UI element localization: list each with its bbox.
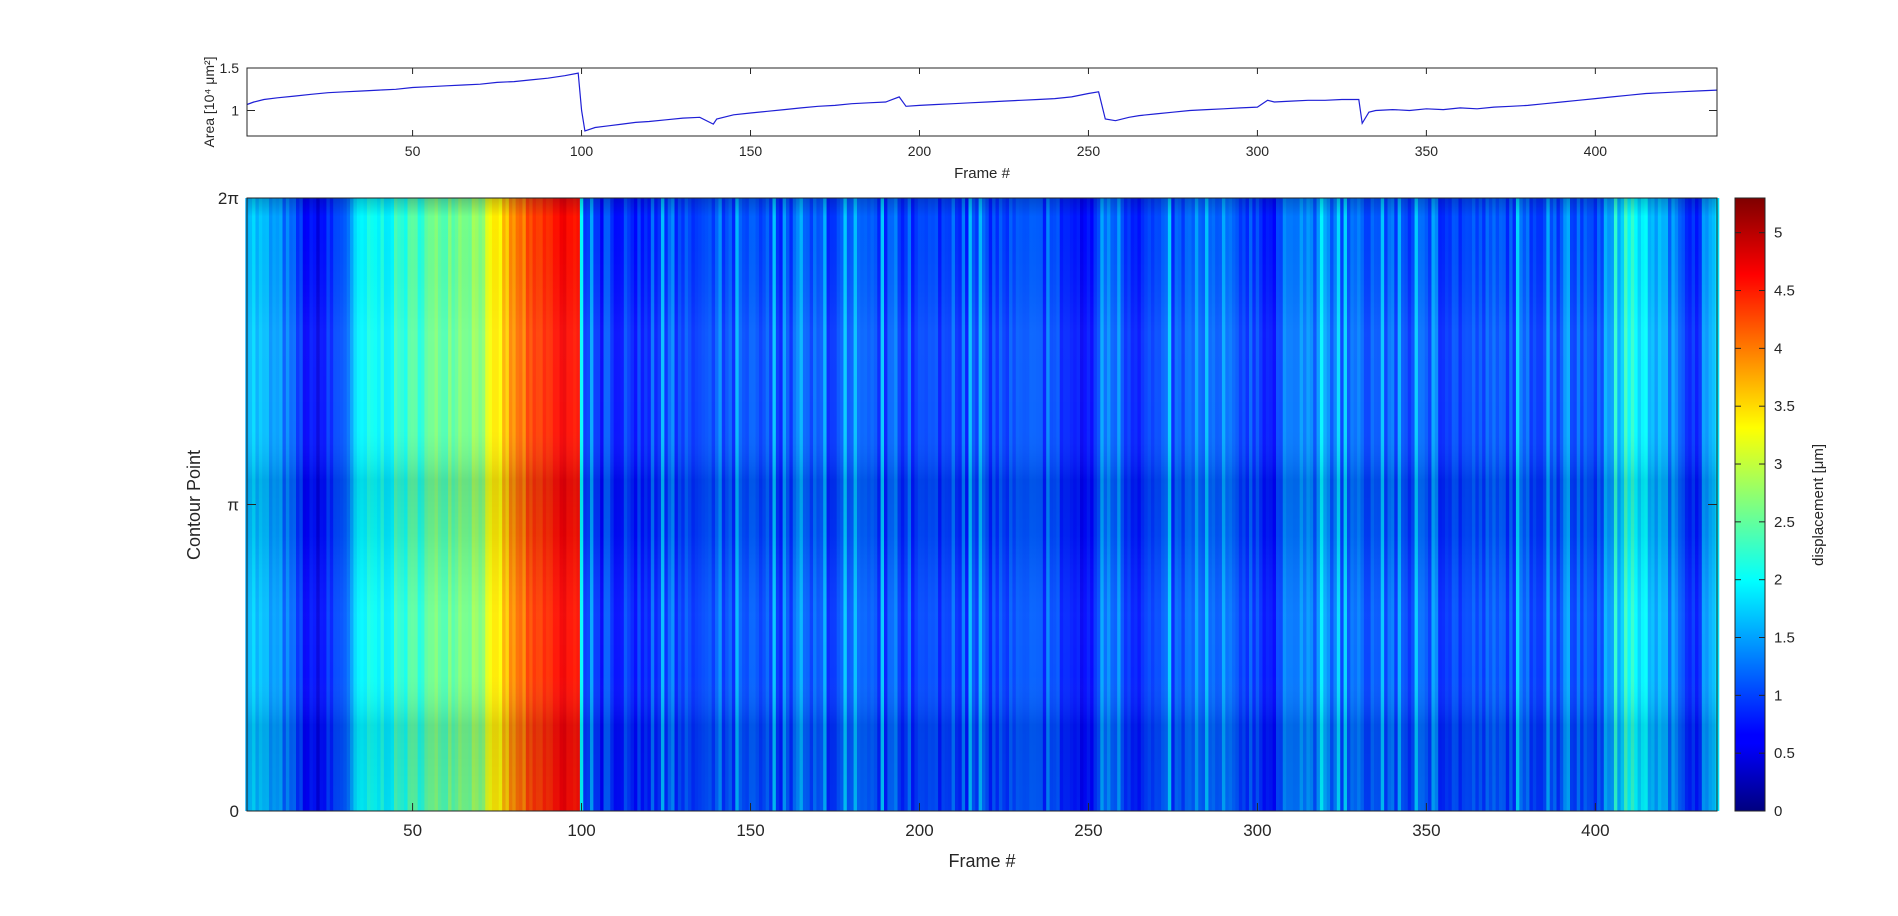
area-x-axis-label: Frame #	[954, 165, 1011, 182]
area-x-tick-label: 350	[1415, 143, 1439, 159]
area-plot-area	[246, 72, 1718, 132]
colorbar-tick-label: 2	[1774, 572, 1782, 589]
area-y-ticks: 11.5	[220, 60, 1717, 119]
colorbar-gradient	[1735, 198, 1765, 811]
heatmap-x-tick-label: 50	[403, 821, 422, 840]
area-x-tick-label: 200	[908, 143, 932, 159]
area-x-tick-label: 250	[1077, 143, 1101, 159]
colorbar-tick-label: 2.5	[1774, 514, 1795, 531]
area-axes-box	[246, 67, 1718, 137]
colorbar-tick-label: 3.5	[1774, 398, 1795, 415]
heatmap-x-axis-label: Frame #	[948, 851, 1015, 871]
colorbar-tick-label: 5	[1774, 225, 1782, 242]
area-x-tick-label: 300	[1246, 143, 1270, 159]
heatmap-x-tick-label: 250	[1074, 821, 1102, 840]
colorbar-tick-label: 1	[1774, 687, 1782, 704]
colorbar-tick-label: 4	[1774, 340, 1782, 357]
colorbar-box	[1734, 197, 1766, 812]
colorbar-tick-label: 4.5	[1774, 283, 1795, 300]
colorbar-ticks: 0 0.5 1 1.5 2 2.5 3 3.5 4 4.5 5	[1735, 225, 1795, 820]
heatmap-x-tick-label: 300	[1243, 821, 1271, 840]
area-y-tick-label: 1.5	[220, 60, 240, 76]
colorbar-tick-label: 3	[1774, 456, 1782, 473]
area-x-tick-label: 150	[739, 143, 763, 159]
heatmap-y-tick-label: 0	[230, 802, 239, 821]
area-y-tick-label: 1	[231, 103, 239, 119]
heatmap-y-ticks: 0 π 2π	[218, 189, 1717, 821]
colorbar-tick-label: 1.5	[1774, 630, 1795, 647]
colorbar-label: displacement [μm]	[1810, 444, 1827, 566]
heatmap-y-tick-label: 2π	[218, 189, 239, 208]
heatmap-x-tick-label: 100	[567, 821, 595, 840]
colorbar-tick-label: 0	[1774, 803, 1782, 820]
heatmap-y-axis-label: Contour Point	[184, 450, 204, 560]
heatmap-x-tick-label: 350	[1412, 821, 1440, 840]
area-x-tick-label: 50	[405, 143, 421, 159]
displacement-heatmap: 50 100 150 200 250 300 350 400 0 π 2π Frame # Con…	[184, 189, 1720, 871]
colorbar-tick-label: 0.5	[1774, 745, 1795, 762]
heatmap-x-ticks: 50 100 150 200 250 300 350 400	[403, 803, 1610, 840]
area-line-chart: 50 100 150 200 250 300 350 400 11.5 Frame # Are…	[201, 56, 1718, 182]
heatmap-x-tick-label: 200	[905, 821, 933, 840]
area-x-ticks: 50 100 150 200 250 300 350 400	[405, 68, 1607, 159]
area-x-tick-label: 400	[1584, 143, 1608, 159]
heatmap-y-tick-label: π	[227, 496, 239, 515]
heatmap-band-overlay	[247, 198, 1717, 811]
area-x-tick-label: 100	[570, 143, 594, 159]
area-y-axis-label: Area [10⁴ μm²]	[201, 56, 217, 147]
colorbar: 0 0.5 1 1.5 2 2.5 3 3.5 4 4.5 5 displacement [μm]	[1734, 197, 1827, 820]
heatmap-x-tick-label: 150	[736, 821, 764, 840]
heatmap-x-tick-label: 400	[1581, 821, 1609, 840]
area-series-line	[246, 72, 1718, 132]
